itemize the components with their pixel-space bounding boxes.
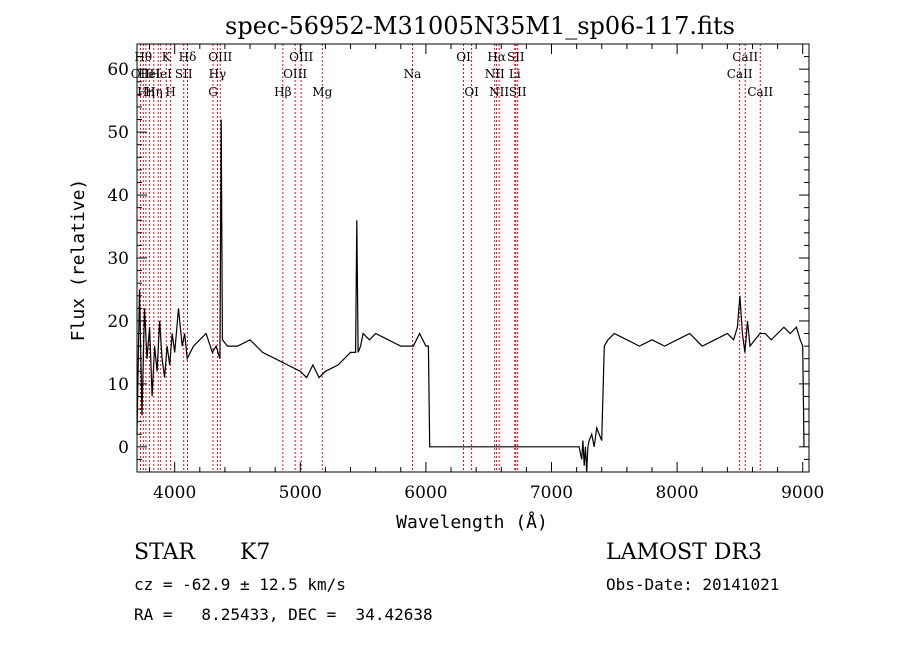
line-label: Hδ: [179, 50, 197, 64]
line-label: Mg: [312, 85, 332, 99]
line-markers: [139, 44, 761, 472]
y-tick-label: 0: [118, 438, 129, 458]
line-label: OIII: [283, 67, 307, 81]
line-label: HeI: [150, 67, 173, 81]
line-label: Hθ: [134, 50, 152, 64]
y-tick-label: 10: [107, 375, 129, 395]
line-label: CaII: [732, 50, 758, 64]
line-label: NII: [485, 67, 505, 81]
line-label: Hα: [487, 50, 506, 64]
line-label: NII: [489, 85, 509, 99]
line-label: CaII: [727, 67, 753, 81]
chart-title: spec-56952-M31005N35M1_sp06-117.fits: [225, 12, 735, 40]
y-axis-ticks: 0 10 20 30 40 50 60: [107, 56, 809, 460]
survey-name: LAMOST DR3: [606, 540, 762, 565]
line-label: OI: [456, 50, 471, 64]
line-label: SII: [509, 85, 527, 99]
line-label: Hγ: [209, 67, 227, 81]
y-tick-label: 20: [107, 312, 129, 332]
line-label: CaII: [747, 85, 773, 99]
line-label: H: [165, 85, 175, 99]
y-tick-label: 50: [107, 123, 129, 143]
line-label: OIII: [289, 50, 313, 64]
y-tick-label: 60: [107, 60, 129, 80]
y-axis-label: Flux (relative): [68, 179, 89, 342]
line-label: Hη: [137, 85, 155, 99]
line-label: SII: [175, 67, 193, 81]
line-label: Hβ: [274, 85, 291, 99]
line-label: K: [162, 50, 172, 64]
line-label: Na: [404, 67, 422, 81]
obs-date: Obs-Date: 20141021: [606, 575, 780, 594]
x-axis-label: Wavelength (Å): [396, 511, 548, 533]
coordinates: RA = 8.25433, DEC = 34.42638: [134, 605, 433, 624]
subclass: K7: [240, 540, 271, 565]
line-label: OII: [131, 67, 151, 81]
x-tick-label: 6000: [404, 483, 447, 503]
spectrum-line: [136, 119, 805, 473]
line-label: OI: [464, 85, 479, 99]
x-tick-label: 5000: [279, 483, 322, 503]
line-label: Hη: [145, 85, 163, 99]
line-label: SII: [507, 50, 525, 64]
redshift-readout: cz = -62.9 ± 12.5 km/s: [134, 575, 346, 594]
line-label: G: [208, 85, 218, 99]
x-tick-label: 4000: [153, 483, 196, 503]
x-tick-label: 8000: [655, 483, 698, 503]
y-tick-label: 30: [107, 249, 129, 269]
plot-frame: [136, 43, 810, 473]
y-tick-label: 40: [107, 186, 129, 206]
x-axis-ticks: 4000 5000 6000 7000 8000 9000: [149, 44, 824, 503]
line-label: OIII: [208, 50, 232, 64]
x-tick-label: 7000: [530, 483, 573, 503]
line-label: HeI: [138, 67, 161, 81]
line-labels: OIIHθHηHeIHηHeIKHSIIHδGHγOIIIHβOIIIOIIIM…: [131, 50, 774, 99]
x-tick-label: 9000: [781, 483, 824, 503]
object-class: STAR: [134, 540, 195, 565]
line-label: Li: [509, 67, 521, 81]
